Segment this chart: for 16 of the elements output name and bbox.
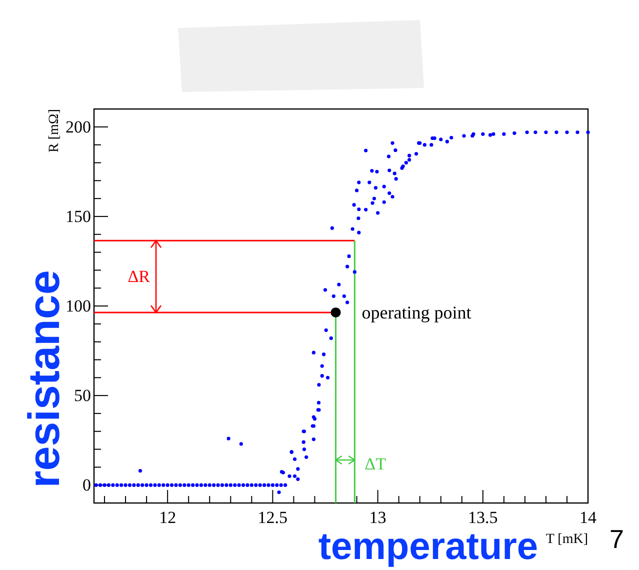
y-tick-label: 0 [82,476,91,495]
y-tick-label: 150 [66,206,91,226]
x-tick-label: 13.5 [468,508,498,527]
x-tick-label: 14 [580,508,597,527]
annotation: ΔR [128,267,151,286]
annotation: ΔT [364,454,387,474]
x-axis-title: T [mK] [546,532,588,547]
text: 7 [610,524,624,554]
y-axis-title: R [mΩ] [47,109,62,152]
text: temperature [318,526,538,568]
y-tick-label: 50 [74,386,91,406]
x-tick-label: 13 [369,508,386,527]
x-tick-label: 12 [159,508,176,527]
x-tick-label: 12.5 [258,508,288,527]
y-tick-label: 200 [66,117,91,136]
annotation: operating point [362,302,472,322]
